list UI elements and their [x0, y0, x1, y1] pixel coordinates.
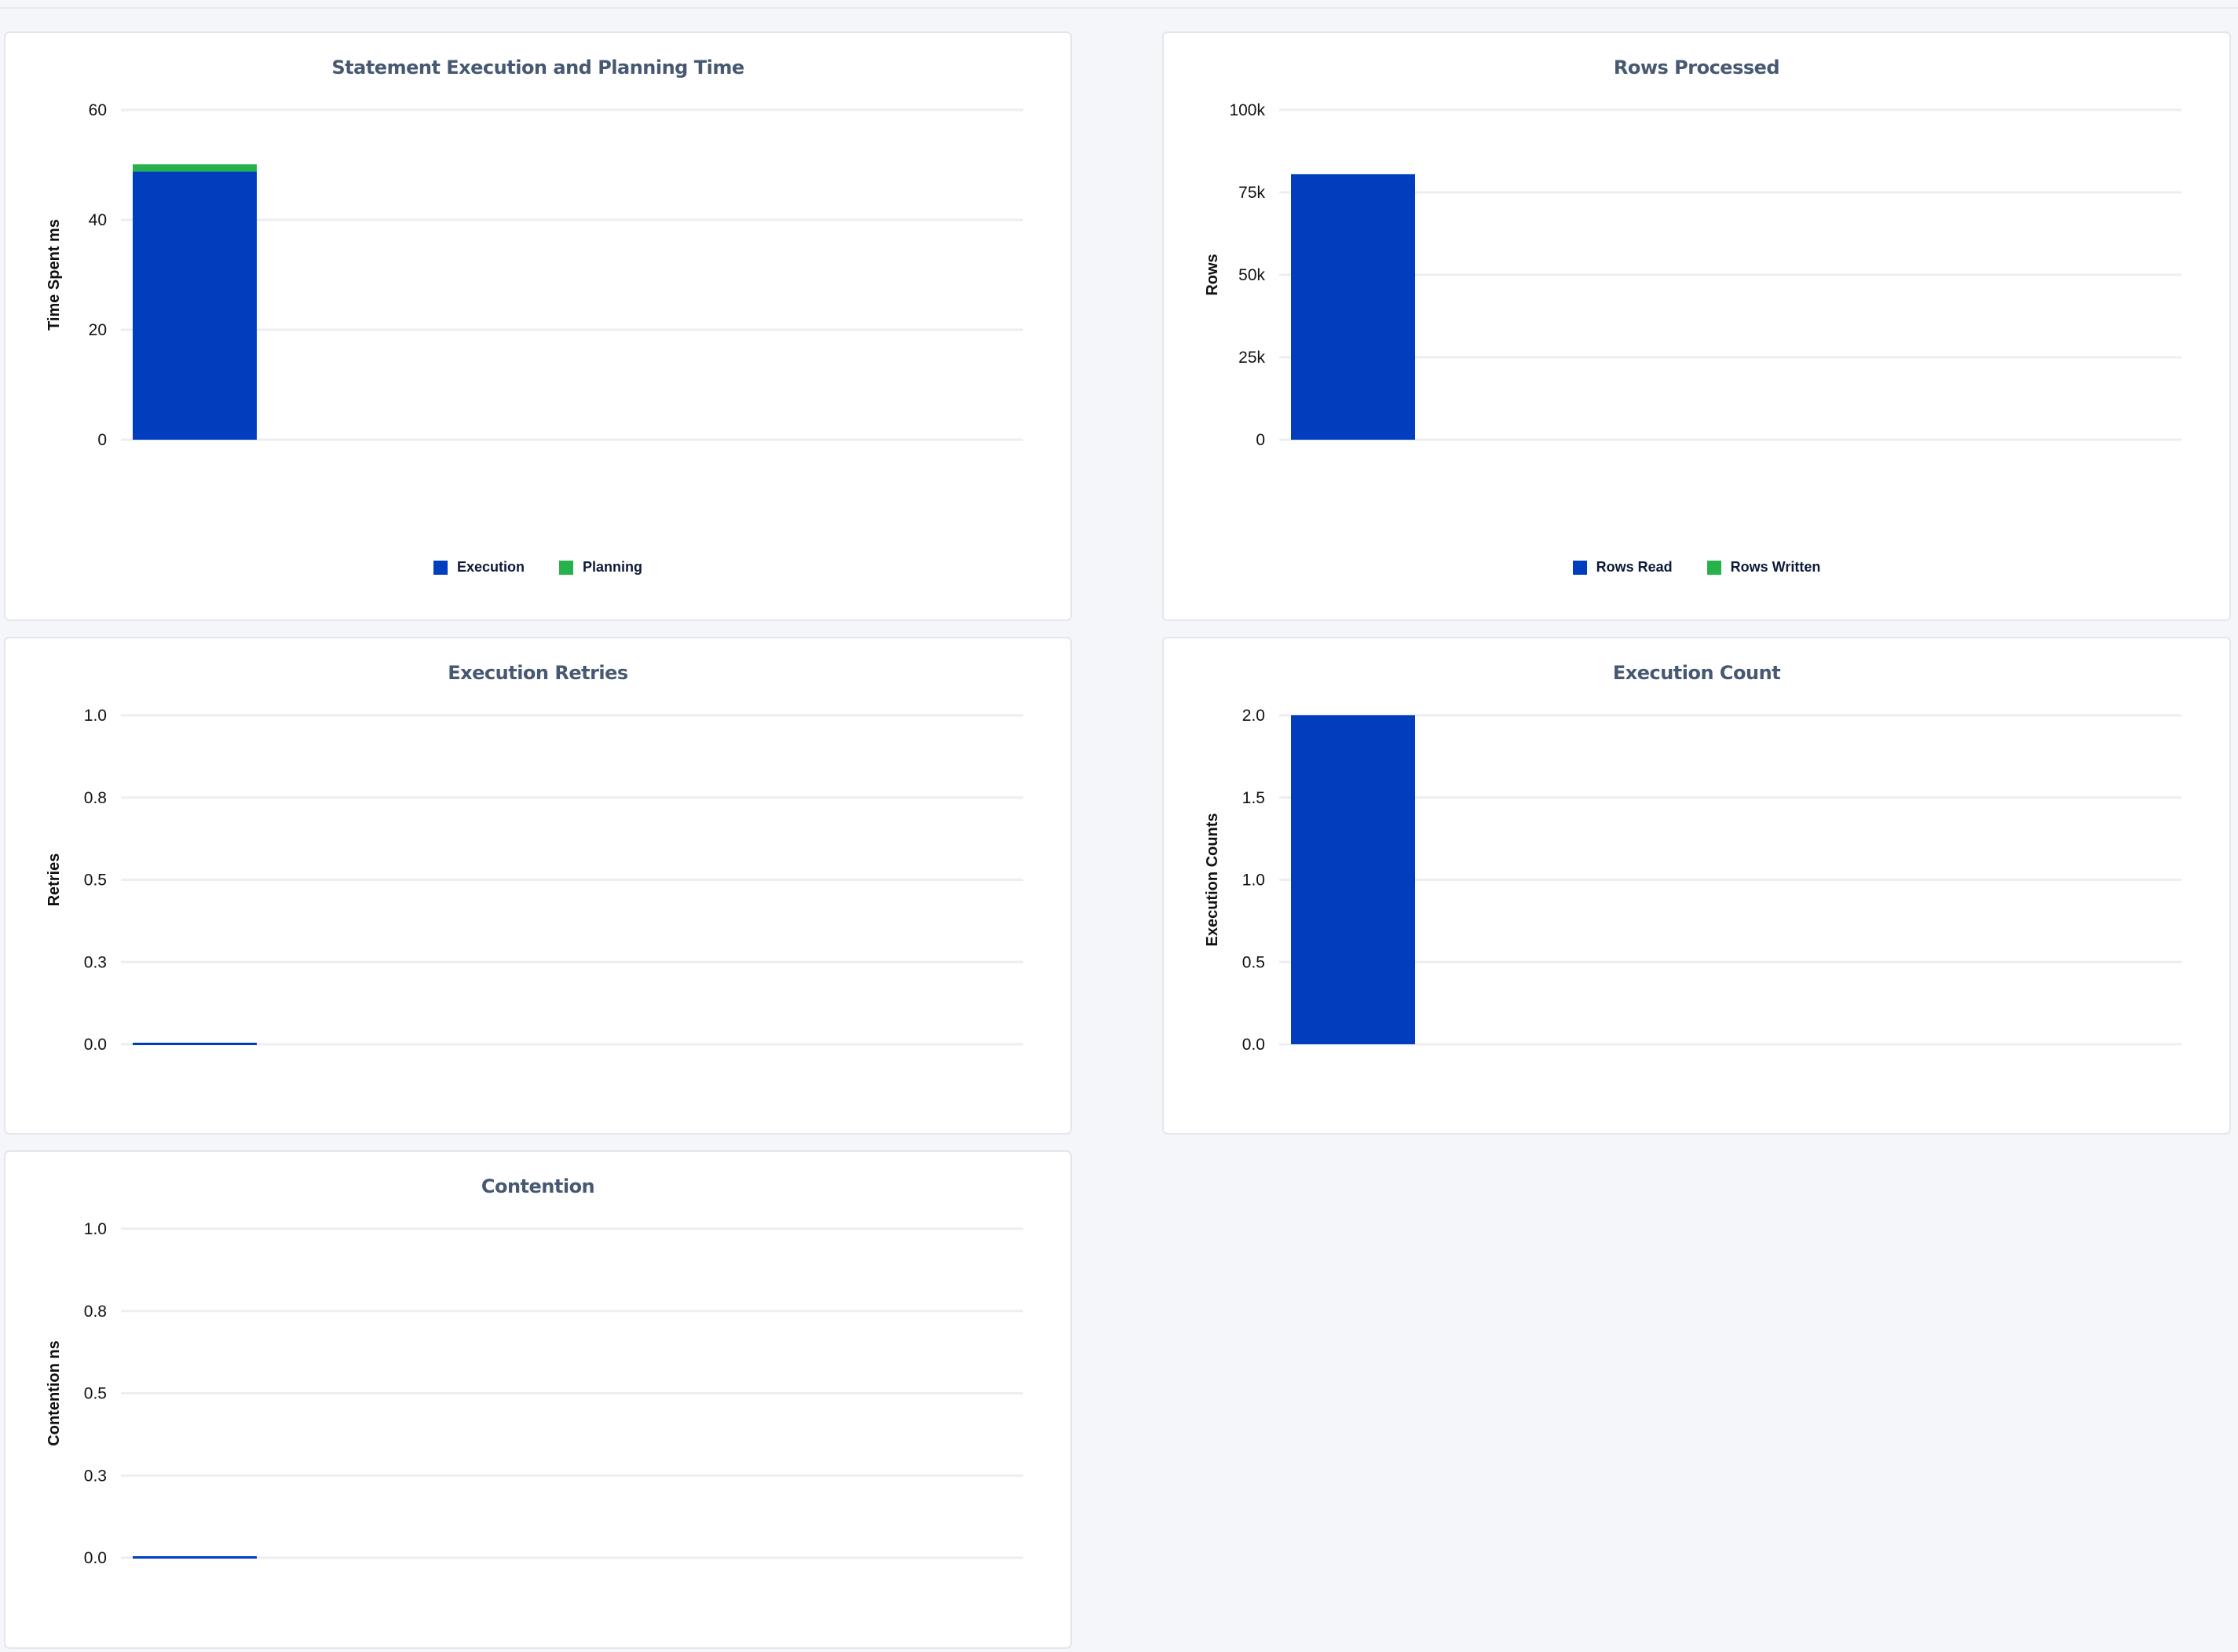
chart-title: Statement Execution and Planning Time: [331, 57, 744, 79]
y-axis-label: Contention ns: [46, 1340, 63, 1446]
y-tick-label: 1.0: [1242, 872, 1265, 890]
y-tick-label: 0.3: [84, 953, 107, 971]
y-tick-label: 0.8: [84, 789, 107, 807]
chart-title: Contention: [481, 1175, 595, 1197]
chart-panel-execution-retries: Execution Retries 0.0 0.3 0.5 0.8 1.0 Retries: [4, 637, 1072, 1135]
chart-title: Execution Retries: [448, 662, 628, 684]
y-tick-label: 40: [89, 211, 107, 229]
y-tick-label: 60: [89, 101, 107, 119]
y-axis-label: Retries: [46, 853, 63, 907]
chart-title: Rows Processed: [1613, 57, 1780, 79]
bar-value[interactable]: [133, 1556, 257, 1559]
y-tick-label: 100k: [1229, 101, 1265, 119]
y-tick-label: 0.0: [84, 1036, 107, 1054]
y-tick-label: 75k: [1238, 184, 1265, 202]
legend-swatch: [1572, 560, 1587, 575]
legend-label: Rows Read: [1596, 559, 1673, 575]
legend-label: Planning: [583, 559, 643, 575]
y-tick-label: 0: [1256, 431, 1265, 449]
y-tick-label: 0.8: [84, 1303, 107, 1321]
y-tick-label: 0.0: [84, 1549, 107, 1567]
y-tick-label: 0.0: [1242, 1036, 1265, 1054]
bar-value[interactable]: [1291, 715, 1415, 1044]
y-tick-label: 0: [97, 431, 107, 449]
chart-panel-rows-processed: Rows Processed Rows Read Rows Written 0 2…: [1162, 31, 2231, 621]
y-axis-label: Rows: [1204, 254, 1221, 295]
legend-item-execution[interactable]: Execution: [433, 559, 525, 576]
y-tick-label: 2.0: [1242, 707, 1265, 725]
legend-item-rows-read[interactable]: Rows Read: [1572, 559, 1673, 576]
chart-panel-execution-planning-time: Statement Execution and Planning Time Ex…: [4, 31, 1072, 621]
y-tick-label: 0.5: [1242, 953, 1265, 971]
y-tick-label: 0.5: [84, 872, 107, 890]
y-axis-label: Time Spent ms: [46, 219, 63, 331]
y-tick-label: 20: [89, 321, 107, 339]
top-bar-divider: [0, 0, 2238, 9]
y-tick-label: 25k: [1238, 349, 1265, 367]
bar-value[interactable]: [133, 1043, 257, 1045]
bar-execution[interactable]: [133, 171, 257, 440]
chart-panel-execution-count: Execution Count 0.0 0.5 1.0 1.5 2.0 Execution…: [1162, 637, 2231, 1135]
chart-svg: 0.0 0.3 0.5 0.8 1.0 Retries: [46, 707, 1023, 1054]
legend-swatch: [433, 560, 448, 575]
legend-label: Execution: [456, 559, 525, 575]
chart-svg: 0 25k 50k 75k 100k Rows: [1204, 101, 2181, 449]
legend-label: Rows Written: [1730, 559, 1821, 575]
chart-svg: 0 20 40 60 Time Spent ms: [46, 101, 1023, 449]
y-axis-label: Execution Counts: [1204, 813, 1221, 946]
chart-title: Execution Count: [1612, 662, 1781, 684]
legend-swatch: [1706, 560, 1721, 575]
y-tick-label: 1.5: [1242, 789, 1265, 807]
chart-svg: 0.0 0.5 1.0 1.5 2.0 Execution Counts: [1204, 707, 2181, 1054]
bar-planning[interactable]: [133, 164, 257, 172]
chart-legend: Execution Planning: [5, 559, 1070, 576]
y-tick-label: 1.0: [84, 1220, 107, 1238]
y-tick-label: 0.3: [84, 1467, 107, 1485]
legend-item-planning[interactable]: Planning: [559, 559, 642, 576]
legend-swatch: [559, 560, 574, 575]
bar-rows-read[interactable]: [1291, 174, 1415, 440]
y-tick-label: 0.5: [84, 1385, 107, 1403]
legend-item-rows-written[interactable]: Rows Written: [1706, 559, 1821, 576]
y-tick-label: 1.0: [84, 707, 107, 725]
chart-svg: 0.0 0.3 0.5 0.8 1.0 Contention ns: [46, 1220, 1023, 1567]
chart-legend: Rows Read Rows Written: [1164, 559, 2229, 576]
chart-panel-contention: Contention 0.0 0.3 0.5 0.8 1.0 Contention ns: [4, 1150, 1072, 1649]
y-tick-label: 50k: [1238, 266, 1265, 284]
